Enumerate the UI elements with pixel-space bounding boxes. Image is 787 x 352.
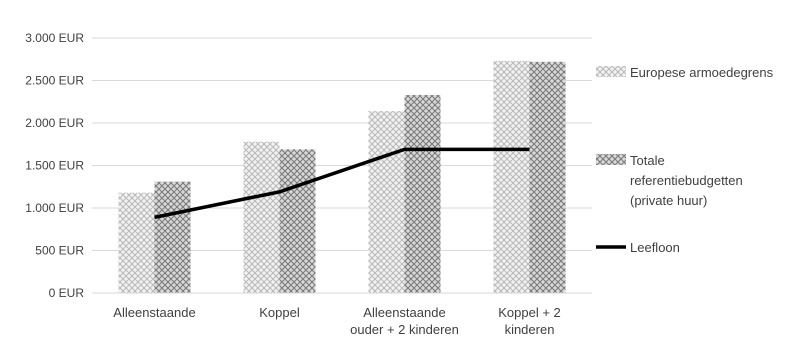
bar-totale-referentiebudgetten: [279, 149, 316, 293]
bar-totale-referentiebudgetten: [404, 94, 441, 293]
bar-totale-referentiebudgetten: [154, 181, 191, 293]
y-tick-label: 1.000 EUR: [25, 201, 84, 215]
bar-europese-armoedegrens: [368, 111, 405, 293]
x-tick-label: Koppel + 2 kinderen: [498, 305, 561, 337]
y-tick-label: 1.500 EUR: [25, 159, 84, 173]
y-tick-label: 500 EUR: [35, 244, 84, 258]
bar-totale-referentiebudgetten: [529, 61, 566, 293]
legend-label-line: (private huur): [630, 193, 707, 208]
x-tick-label-line: Koppel: [259, 305, 300, 320]
bar-europese-armoedegrens: [118, 192, 155, 293]
line-leefloon: [154, 147, 530, 220]
x-tick-label: Alleenstaande ouder + 2 kinderen: [350, 305, 459, 337]
legend-label-line: referentiebudgetten: [630, 173, 743, 188]
y-tick-label: 2.000 EUR: [25, 116, 84, 130]
legend-label: Leefloon: [630, 240, 680, 255]
x-tick-label-line: Alleenstaande: [363, 305, 445, 320]
legend-label: Europese armoedegrens: [630, 65, 774, 80]
x-tick-label-line: Koppel + 2: [498, 305, 561, 320]
x-tick-label-line: ouder + 2 kinderen: [350, 322, 459, 337]
legend-label: Totale referentiebudgetten (private huur): [630, 153, 743, 208]
x-tick-label: Alleenstaande: [113, 305, 195, 320]
y-tick-label: 2.500 EUR: [25, 74, 84, 88]
x-tick-label-line: Alleenstaande: [113, 305, 195, 320]
y-tick-label: 0 EUR: [49, 286, 85, 300]
legend-label-line: Leefloon: [630, 240, 680, 255]
bar-europese-armoedegrens: [243, 141, 280, 293]
bar-europese-armoedegrens: [493, 60, 530, 294]
legend-swatch: [596, 66, 626, 77]
x-tick-label: Koppel: [259, 305, 300, 320]
y-tick-label: 3.000 EUR: [25, 31, 84, 45]
legend: Europese armoedegrens Totale referentiebud…: [596, 65, 774, 255]
legend-swatch: [596, 154, 626, 165]
x-tick-label-line: kinderen: [505, 322, 555, 337]
legend-label-line: Totale: [630, 153, 665, 168]
plot-area: 0 EUR 500 EUR 1.000 EUR 1.500 EUR 2.000 EUR 2…: [25, 31, 592, 337]
legend-label-line: Europese armoedegrens: [630, 65, 774, 80]
